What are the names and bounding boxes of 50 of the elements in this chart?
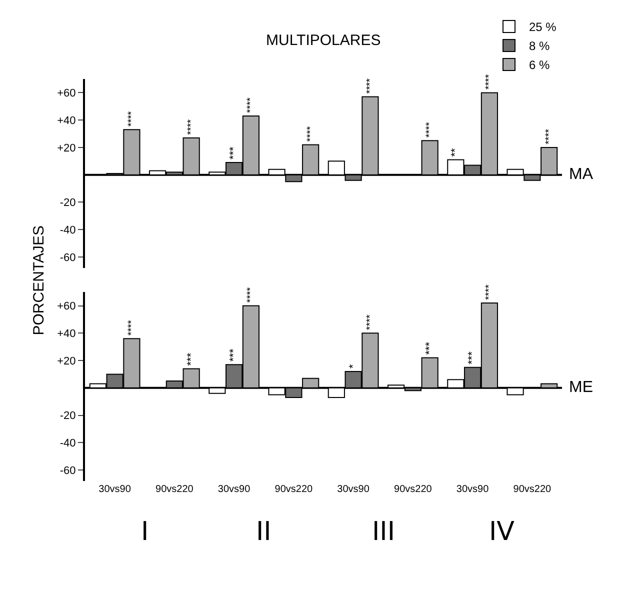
y-tick-label: +60 xyxy=(57,300,76,313)
y-tick-label: +60 xyxy=(57,88,76,100)
x-tick-label: 30vs90 xyxy=(218,484,251,495)
data-label: **** xyxy=(126,111,138,127)
text: III xyxy=(372,517,396,547)
data-label: *** xyxy=(185,352,198,366)
data-label: **** xyxy=(186,119,198,135)
y-tick-label: -40 xyxy=(60,438,76,450)
legend-label: 25 % xyxy=(529,20,557,34)
data-label: **** xyxy=(484,284,496,300)
text: I xyxy=(141,517,149,547)
data-label: **** xyxy=(364,314,376,330)
x-tick-label: 90vs220 xyxy=(156,484,194,495)
data-label: ** xyxy=(450,148,462,157)
data-label: **** xyxy=(364,78,376,94)
data-label: **** xyxy=(126,320,138,336)
y-tick-label: -40 xyxy=(60,224,76,236)
legend-label: 6 % xyxy=(529,58,550,72)
data-label: **** xyxy=(246,97,257,113)
y-tick-label: -20 xyxy=(60,197,76,210)
data-label: **** xyxy=(246,287,257,303)
data-label: **** xyxy=(544,128,555,144)
data-label: *** xyxy=(466,350,479,364)
text: II xyxy=(256,517,272,547)
y-tick-label: +40 xyxy=(57,328,76,340)
y-tick-label: +40 xyxy=(57,114,76,127)
x-tick-label: 30vs90 xyxy=(98,484,132,495)
y-tick-label: -20 xyxy=(60,410,76,422)
y-tick-label: -60 xyxy=(60,464,76,477)
x-tick-label: 90vs220 xyxy=(274,484,314,495)
y-tick-label: +20 xyxy=(57,142,76,154)
data-label: **** xyxy=(424,122,436,138)
y-tick-label: +20 xyxy=(57,355,76,368)
x-tick-label: 90vs220 xyxy=(394,484,432,495)
x-tick-label: 30vs90 xyxy=(337,484,370,495)
chart-title: MULTIPOLARES xyxy=(266,32,381,49)
legend-label: 8 % xyxy=(529,39,550,54)
x-tick-label: 30vs90 xyxy=(456,484,490,495)
y-tick-label: -60 xyxy=(60,252,76,264)
data-label: *** xyxy=(424,341,436,355)
data-label: *** xyxy=(228,348,240,362)
data-label: * xyxy=(347,363,360,368)
data-label: *** xyxy=(228,146,240,160)
data-label: **** xyxy=(305,126,316,142)
ref-line-label: ME xyxy=(569,379,593,396)
y-axis-title: PORCENTAJES xyxy=(30,226,48,336)
ref-line-label: MA xyxy=(569,166,594,183)
x-tick-label: 90vs220 xyxy=(513,484,552,495)
data-label: **** xyxy=(484,74,496,90)
text: IV xyxy=(489,517,515,547)
